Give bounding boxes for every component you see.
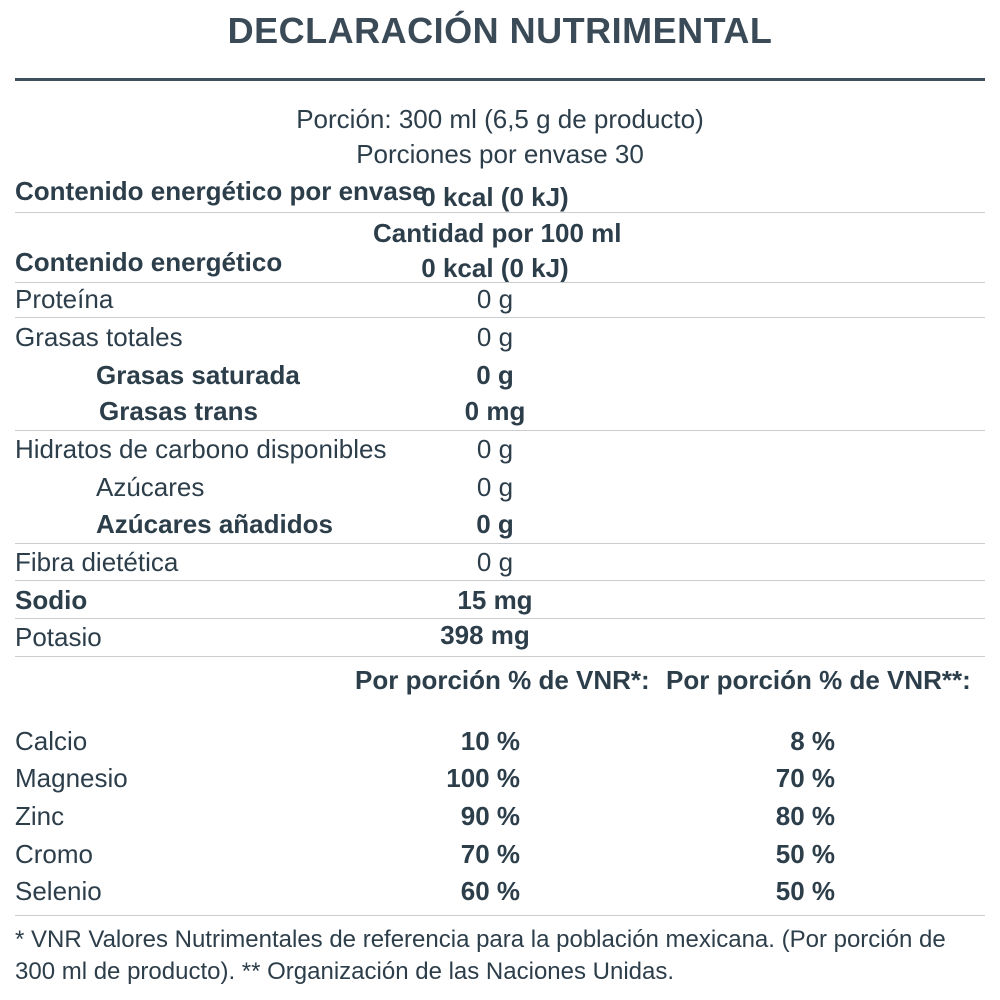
nutrient-label: Grasas saturada (96, 360, 300, 390)
energy-per-container-value: 0 kcal (0 kJ) (421, 182, 569, 212)
nutrient-label: Azúcares (96, 472, 205, 502)
nutrient-value: 0 g (476, 547, 514, 577)
nutrient-value: 398 mg (440, 620, 530, 650)
mineral-vnr1: 90 % (460, 801, 520, 831)
nutrient-label: Grasas trans (99, 396, 258, 426)
nutrient-value: 0 mg (464, 396, 526, 426)
energy-label: Contenido energético (15, 247, 283, 277)
nutrient-label: Grasas totales (15, 322, 183, 352)
nutrient-label: Potasio (15, 622, 102, 652)
nutrient-label: Proteína (15, 284, 114, 314)
row-divider (15, 317, 985, 318)
mineral-vnr2: 50 % (775, 876, 835, 906)
label-title: DECLARACIÓN NUTRIMENTAL (227, 10, 773, 51)
nutrient-value: 15 mg (457, 585, 533, 615)
nutrient-value: 0 g (476, 284, 514, 314)
row-divider (15, 543, 985, 544)
nutrient-value: 0 g (476, 472, 514, 502)
mineral-vnr1: 10 % (460, 726, 520, 756)
per-100ml-header: Cantidad por 100 ml (373, 218, 622, 248)
row-divider (15, 656, 985, 657)
mineral-label: Calcio (15, 726, 88, 756)
mineral-vnr2: 50 % (775, 839, 835, 869)
mineral-vnr1: 100 % (446, 763, 520, 793)
footnote-divider (15, 915, 985, 916)
mineral-vnr2: 8 % (790, 726, 835, 756)
nutrient-value: 0 g (476, 509, 514, 539)
mineral-vnr2: 70 % (775, 763, 835, 793)
mineral-label: Selenio (15, 876, 102, 906)
footnote: * VNR Valores Nutrimentales de referenci… (15, 926, 946, 985)
energy-value: 0 kcal (0 kJ) (421, 253, 569, 283)
mineral-vnr1: 60 % (460, 876, 520, 906)
row-divider (15, 430, 985, 431)
nutrient-value: 0 g (476, 360, 514, 390)
nutrient-label: Azúcares añadidos (96, 509, 333, 539)
row-divider (15, 212, 985, 213)
row-divider (15, 580, 985, 581)
serving-size: Porción: 300 ml (6,5 g de producto) (296, 104, 704, 134)
mineral-label: Magnesio (15, 763, 128, 793)
mineral-label: Zinc (15, 801, 65, 831)
row-divider (15, 282, 985, 283)
nutrient-value: 0 g (476, 322, 514, 352)
vnr-header-1: Por porción % de VNR*: (355, 665, 650, 695)
row-divider (15, 618, 985, 619)
nutrient-value: 0 g (476, 434, 514, 464)
servings-per-container: Porciones por envase 30 (356, 139, 644, 169)
energy-per-container-label: Contenido energético por envase (15, 176, 427, 206)
nutrient-label: Sodio (15, 585, 88, 615)
mineral-vnr2: 80 % (775, 801, 835, 831)
mineral-label: Cromo (15, 839, 94, 869)
nutrient-label: Fibra dietética (15, 547, 179, 577)
title-divider (15, 78, 985, 81)
mineral-vnr1: 70 % (460, 839, 520, 869)
nutrient-label: Hidratos de carbono disponibles (15, 434, 387, 464)
vnr-header-2: Por porción % de VNR**: (666, 665, 971, 695)
